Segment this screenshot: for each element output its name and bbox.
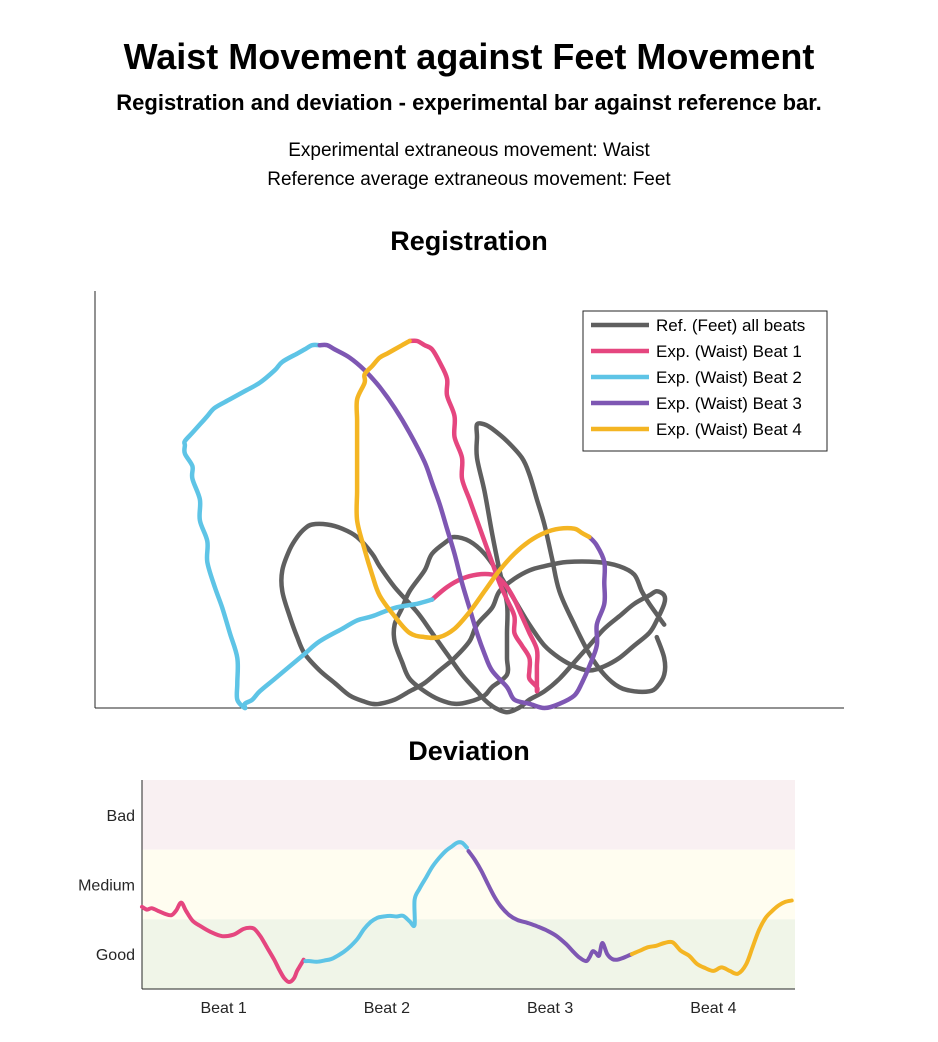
legend-label-beat3: Exp. (Waist) Beat 3 <box>656 394 802 413</box>
legend-label-ref: Ref. (Feet) all beats <box>656 316 805 335</box>
registration-line-beat4 <box>354 338 592 641</box>
deviation-ticks: Bad Medium Good Beat 1 Beat 2 Beat 3 Beat 4 <box>78 808 737 1017</box>
y-tick-bad: Bad <box>107 808 135 825</box>
y-tick-medium: Medium <box>78 878 135 895</box>
registration-line-beat2 <box>182 342 435 711</box>
legend-label-beat1: Exp. (Waist) Beat 1 <box>656 342 802 361</box>
experimental-info: Experimental extraneous movement: Waist <box>288 140 650 161</box>
legend: Ref. (Feet) all beats Exp. (Waist) Beat 1… <box>582 310 828 452</box>
x-tick-beat-2: Beat 2 <box>364 1000 410 1017</box>
deviation-lines <box>140 840 794 984</box>
registration-line-beat3 <box>317 342 608 711</box>
x-tick-beat-4: Beat 4 <box>690 1000 736 1017</box>
registration-title: Registration <box>390 226 548 256</box>
deviation-line-beat3 <box>466 849 634 964</box>
registration-plot: Ref. (Feet) all beats Exp. (Waist) Beat 1… <box>94 291 844 715</box>
deviation-bands <box>142 780 795 989</box>
registration-line-ref <box>279 421 668 715</box>
registration-lines <box>182 338 668 715</box>
chart-title: Waist Movement against Feet Movement <box>123 36 815 77</box>
deviation-line-beat1 <box>140 900 306 984</box>
registration-line-beat1 <box>407 338 540 694</box>
band-medium <box>142 849 795 920</box>
legend-label-beat4: Exp. (Waist) Beat 4 <box>656 420 802 439</box>
x-tick-beat-3: Beat 3 <box>527 1000 573 1017</box>
legend-label-beat2: Exp. (Waist) Beat 2 <box>656 368 802 387</box>
band-bad <box>142 780 795 850</box>
deviation-plot: Bad Medium Good Beat 1 Beat 2 Beat 3 Beat 4 <box>78 780 795 1017</box>
y-tick-good: Good <box>96 947 135 964</box>
chart-subtitle: Registration and deviation - experimenta… <box>116 90 822 115</box>
deviation-title: Deviation <box>408 736 530 766</box>
x-tick-beat-1: Beat 1 <box>200 1000 246 1017</box>
deviation-line-beat2 <box>303 840 469 964</box>
deviation-line-beat4 <box>629 898 794 976</box>
reference-info: Reference average extraneous movement: F… <box>267 169 671 190</box>
